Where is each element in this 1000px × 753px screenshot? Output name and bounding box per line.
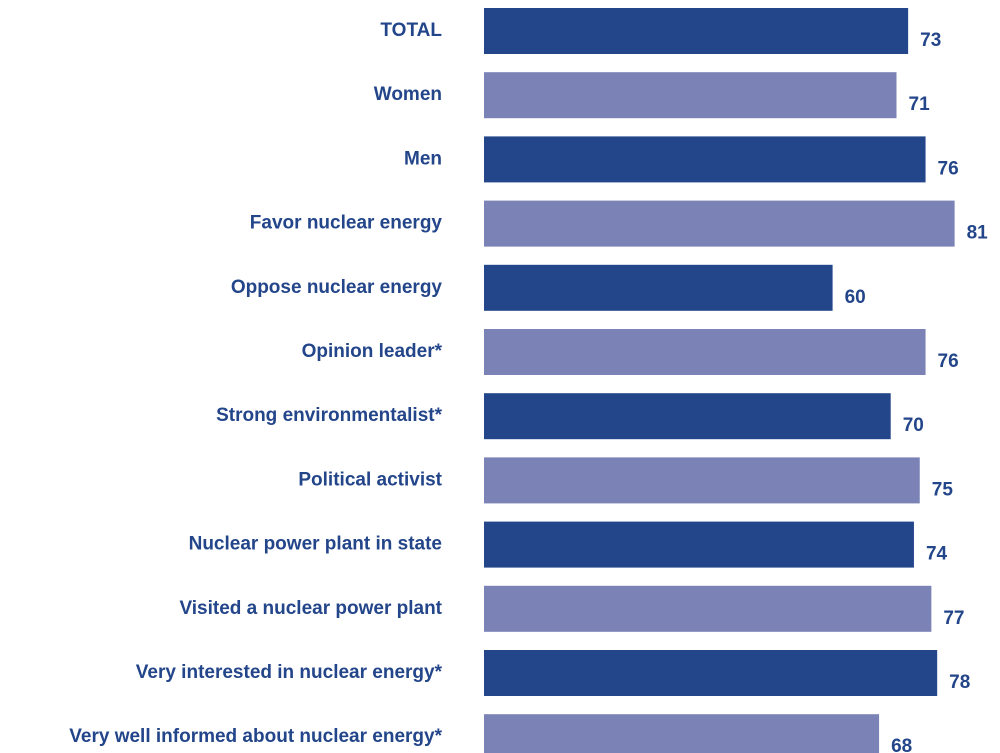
bar: [484, 393, 891, 440]
value-label: 75: [932, 479, 954, 500]
category-label: Favor nuclear energy: [250, 213, 443, 234]
bar: [484, 264, 833, 311]
value-label: 77: [943, 608, 964, 629]
category-label: Oppose nuclear energy: [231, 277, 443, 298]
category-label: Visited a nuclear power plant: [179, 598, 442, 619]
category-label: Very interested in nuclear energy*: [136, 662, 443, 683]
bar: [484, 714, 880, 753]
value-label: 74: [926, 544, 948, 565]
value-label: 60: [845, 287, 866, 308]
bar: [484, 521, 914, 568]
category-label: Nuclear power plant in state: [189, 534, 442, 555]
value-label: 73: [920, 30, 941, 51]
value-label: 81: [967, 223, 989, 244]
bar: [484, 650, 938, 696]
category-label: Strong environmentalist*: [216, 405, 443, 426]
bar: [484, 200, 955, 247]
value-label: 71: [909, 94, 931, 115]
bar: [484, 136, 926, 183]
category-label: Women: [374, 84, 442, 105]
category-label: Men: [404, 148, 442, 169]
bar: [484, 72, 897, 119]
value-label: 68: [891, 736, 912, 753]
value-label: 78: [949, 672, 970, 693]
category-label: TOTAL: [380, 20, 442, 41]
value-label: 76: [938, 158, 959, 179]
bar: [484, 585, 932, 632]
value-label: 70: [903, 415, 924, 436]
bar: [484, 457, 920, 504]
bar: [484, 329, 926, 375]
bar: [484, 8, 909, 54]
category-label: Opinion leader*: [302, 341, 443, 362]
category-label: Political activist: [298, 469, 442, 490]
value-label: 76: [938, 351, 959, 372]
category-label: Very well informed about nuclear energy*: [69, 726, 442, 747]
